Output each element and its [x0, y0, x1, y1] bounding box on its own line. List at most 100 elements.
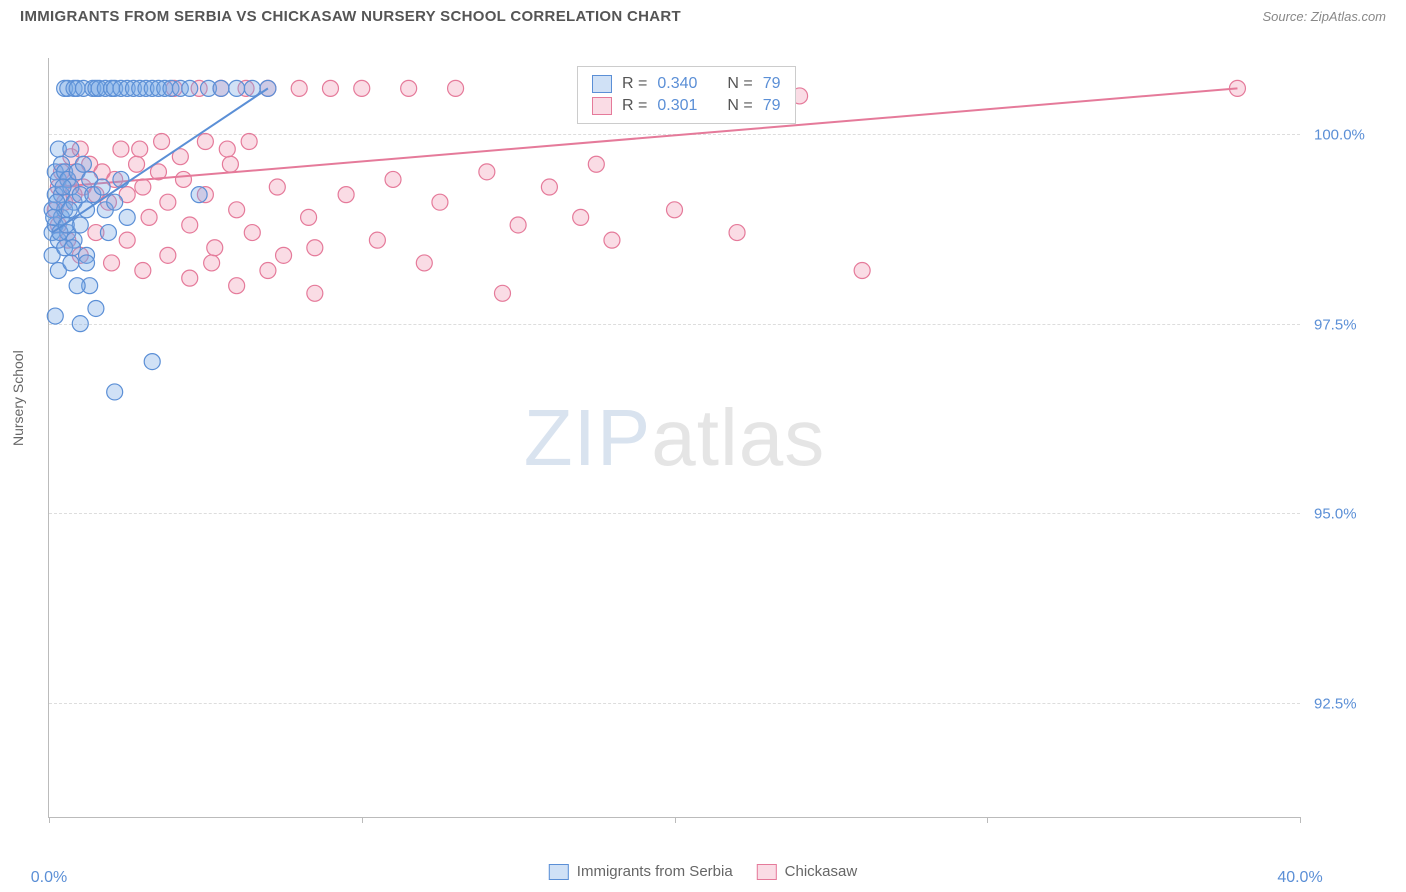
data-point	[204, 255, 220, 271]
n-label: N =	[727, 75, 752, 93]
data-point	[494, 285, 510, 301]
data-point	[182, 270, 198, 286]
data-point	[604, 232, 620, 248]
chart-plot-area: ZIPatlas 92.5%95.0%97.5%100.0% R = 0.340…	[48, 58, 1300, 818]
data-point	[63, 141, 79, 157]
data-point	[260, 263, 276, 279]
series-legend: Immigrants from Serbia Chickasaw	[549, 863, 857, 880]
x-tick	[1300, 817, 1301, 823]
x-axis-max-label: 40.0%	[1277, 869, 1322, 887]
data-point	[510, 217, 526, 233]
data-point	[119, 209, 135, 225]
data-point	[229, 202, 245, 218]
legend-label-chickasaw: Chickasaw	[785, 863, 858, 880]
x-tick	[49, 817, 50, 823]
legend-item-serbia: Immigrants from Serbia	[549, 863, 733, 880]
r-value-chickasaw: 0.301	[657, 97, 697, 115]
swatch-chickasaw	[592, 97, 612, 115]
data-point	[113, 171, 129, 187]
data-point	[55, 179, 71, 195]
data-point	[301, 209, 317, 225]
r-label: R =	[622, 97, 647, 115]
swatch-serbia	[592, 75, 612, 93]
y-tick-label: 95.0%	[1314, 506, 1384, 523]
correlation-legend: R = 0.340 N = 79 R = 0.301 N = 79	[577, 66, 796, 124]
data-point	[104, 255, 120, 271]
data-point	[182, 80, 198, 96]
data-point	[160, 194, 176, 210]
data-point	[244, 225, 260, 241]
data-point	[401, 80, 417, 96]
data-point	[119, 232, 135, 248]
correlation-row-serbia: R = 0.340 N = 79	[592, 73, 781, 95]
legend-item-chickasaw: Chickasaw	[757, 863, 858, 880]
data-point	[729, 225, 745, 241]
data-point	[222, 156, 238, 172]
data-point	[79, 255, 95, 271]
data-point	[479, 164, 495, 180]
data-point	[369, 232, 385, 248]
data-point	[291, 80, 307, 96]
n-label: N =	[727, 97, 752, 115]
x-tick	[675, 817, 676, 823]
data-point	[64, 240, 80, 256]
data-point	[129, 156, 145, 172]
data-point	[61, 202, 77, 218]
n-value-chickasaw: 79	[763, 97, 781, 115]
data-point	[432, 194, 448, 210]
data-point	[854, 263, 870, 279]
swatch-chickasaw	[757, 864, 777, 880]
data-point	[197, 133, 213, 149]
r-value-serbia: 0.340	[657, 75, 697, 93]
data-point	[191, 187, 207, 203]
data-point	[47, 308, 63, 324]
r-label: R =	[622, 75, 647, 93]
data-point	[113, 141, 129, 157]
data-point	[88, 300, 104, 316]
data-point	[141, 209, 157, 225]
data-point	[107, 194, 123, 210]
data-point	[667, 202, 683, 218]
data-point	[588, 156, 604, 172]
data-point	[573, 209, 589, 225]
data-point	[154, 133, 170, 149]
data-point	[175, 171, 191, 187]
data-point	[541, 179, 557, 195]
data-point	[213, 80, 229, 96]
data-point	[182, 217, 198, 233]
correlation-row-chickasaw: R = 0.301 N = 79	[592, 95, 781, 117]
data-point	[241, 133, 257, 149]
y-tick-label: 100.0%	[1314, 126, 1384, 143]
y-tick-label: 92.5%	[1314, 696, 1384, 713]
data-point	[276, 247, 292, 263]
data-point	[269, 179, 285, 195]
data-point	[219, 141, 235, 157]
data-point	[354, 80, 370, 96]
x-axis-min-label: 0.0%	[31, 869, 67, 887]
legend-label-serbia: Immigrants from Serbia	[577, 863, 733, 880]
data-point	[94, 179, 110, 195]
swatch-serbia	[549, 864, 569, 880]
data-point	[229, 80, 245, 96]
data-point	[338, 187, 354, 203]
data-point	[160, 247, 176, 263]
data-point	[132, 141, 148, 157]
y-tick-label: 97.5%	[1314, 316, 1384, 333]
data-point	[69, 278, 85, 294]
data-point	[135, 263, 151, 279]
data-point	[229, 278, 245, 294]
n-value-serbia: 79	[763, 75, 781, 93]
data-point	[72, 316, 88, 332]
chart-title: IMMIGRANTS FROM SERBIA VS CHICKASAW NURS…	[20, 8, 681, 25]
data-point	[107, 384, 123, 400]
data-point	[322, 80, 338, 96]
data-point	[385, 171, 401, 187]
y-axis-label: Nursery School	[10, 350, 26, 446]
x-tick	[987, 817, 988, 823]
data-point	[307, 240, 323, 256]
data-point	[63, 255, 79, 271]
title-bar: IMMIGRANTS FROM SERBIA VS CHICKASAW NURS…	[0, 0, 1406, 33]
data-point	[416, 255, 432, 271]
data-point	[144, 354, 160, 370]
x-tick	[362, 817, 363, 823]
